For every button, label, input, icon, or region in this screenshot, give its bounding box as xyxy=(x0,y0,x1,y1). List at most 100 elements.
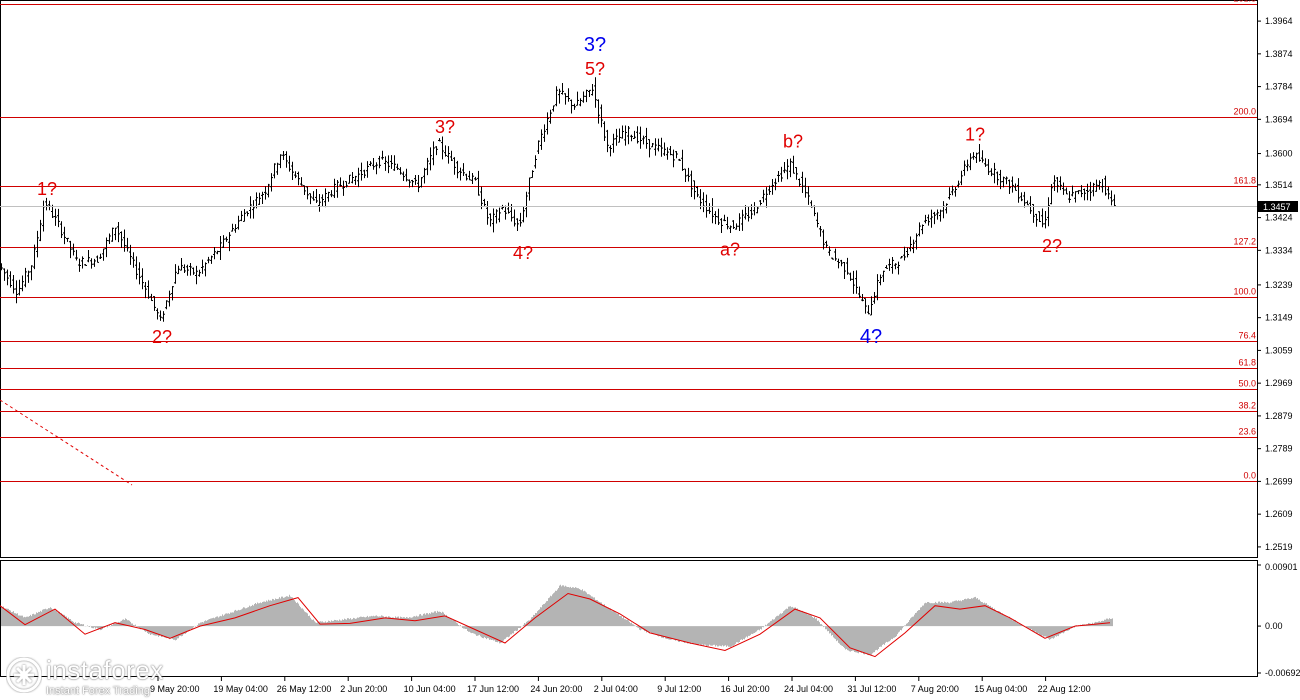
time-tick-label: 16 Jul 20:00 xyxy=(721,684,770,694)
ohlc-bar xyxy=(738,213,741,231)
ohlc-bar xyxy=(378,155,381,169)
ohlc-bar xyxy=(54,208,57,226)
ohlc-bar xyxy=(87,250,90,263)
ohlc-bar xyxy=(681,149,684,171)
indicator-panel-frame xyxy=(0,560,1258,677)
ohlc-bar xyxy=(711,198,714,224)
wave-label: b? xyxy=(783,132,803,152)
ohlc-bar xyxy=(861,294,864,302)
ohlc-bar xyxy=(726,216,729,230)
ohlc-bar xyxy=(1053,175,1056,192)
ohlc-bar xyxy=(624,125,627,146)
ohlc-bar xyxy=(636,126,639,144)
time-tick-label: 7 Aug 20:00 xyxy=(911,684,959,694)
ohlc-bar xyxy=(1011,176,1014,193)
ohlc-bar xyxy=(720,218,723,233)
ohlc-bar xyxy=(261,191,264,205)
time-tick-label: 2 Jul 04:00 xyxy=(594,684,638,694)
ohlc-bar xyxy=(219,236,222,260)
ohlc-bar xyxy=(546,112,549,135)
ohlc-bar xyxy=(627,125,630,145)
ohlc-bar xyxy=(456,160,459,179)
ohlc-bar xyxy=(831,257,834,260)
ohlc-bar xyxy=(1059,176,1062,191)
fib-level-label: 76.4 xyxy=(1238,331,1256,341)
ohlc-bar xyxy=(513,209,516,227)
price-tick-label: 1.3334 xyxy=(1265,245,1293,255)
ohlc-bar xyxy=(1008,179,1011,194)
ohlc-bar xyxy=(942,201,945,219)
ohlc-bar xyxy=(384,156,387,171)
ohlc-bar xyxy=(666,147,669,160)
ohlc-bar xyxy=(963,160,966,176)
ohlc-bar xyxy=(936,209,939,220)
price-tick-label: 1.2969 xyxy=(1265,378,1293,388)
ohlc-bar xyxy=(270,173,273,192)
ohlc-bar xyxy=(999,169,1002,190)
main-panel-frame xyxy=(0,0,1258,558)
ohlc-bar xyxy=(1089,181,1092,201)
ohlc-bar xyxy=(177,265,180,275)
price-tick-label: 1.3600 xyxy=(1265,149,1293,159)
ohlc-bar xyxy=(918,222,921,237)
ohlc-bar xyxy=(432,141,435,166)
ohlc-bar xyxy=(294,171,297,179)
ohlc-bar xyxy=(369,161,372,167)
ohlc-bar xyxy=(1080,185,1083,198)
ohlc-bar xyxy=(657,138,660,152)
ohlc-bar xyxy=(894,263,897,270)
ohlc-bar xyxy=(141,268,144,290)
ohlc-bar xyxy=(585,89,588,103)
ohlc-bar xyxy=(606,129,609,153)
ohlc-bar xyxy=(849,272,852,281)
ohlc-bar xyxy=(996,171,999,186)
ohlc-bar xyxy=(420,177,423,188)
ohlc-bar xyxy=(414,174,417,185)
indicator-signal-line xyxy=(0,592,1111,658)
ohlc-bar xyxy=(399,167,402,175)
ohlc-bar xyxy=(564,93,567,105)
ohlc-bar xyxy=(612,133,615,153)
ohlc-bar xyxy=(690,170,693,197)
ohlc-bar xyxy=(114,227,117,241)
ohlc-bar xyxy=(957,180,960,188)
ohlc-bar xyxy=(153,296,156,311)
ohlc-bar xyxy=(408,179,411,188)
fib-level-label: 200.0 xyxy=(1233,107,1256,117)
ohlc-bar xyxy=(516,218,519,231)
ohlc-bar xyxy=(453,157,456,175)
ohlc-bar xyxy=(318,193,321,212)
ohlc-bar xyxy=(468,170,471,181)
ohlc-bar xyxy=(507,202,510,214)
ohlc-bar xyxy=(42,200,45,232)
ohlc-bar xyxy=(792,155,795,174)
price-axis: 1.3964 1.3874 1.3784 1.3694 1.3600 1.3514 1.34… xyxy=(1257,16,1293,552)
price-tick-label: 1.2609 xyxy=(1265,509,1293,519)
ohlc-bar xyxy=(1104,175,1107,196)
ohlc-bar xyxy=(339,177,342,187)
ohlc-bar xyxy=(348,174,351,184)
fib-level-label: 0.0 xyxy=(1243,471,1256,481)
ohlc-bar xyxy=(552,105,555,112)
ohlc-bar xyxy=(1023,191,1026,208)
ohlc-bar xyxy=(72,243,75,256)
ohlc-bar xyxy=(99,253,102,259)
instaforex-logo: instaforex Instant Forex Trading xyxy=(6,655,166,697)
ohlc-bar xyxy=(393,155,396,171)
wave-labels: 1? 2? 3? 4? 5? 3? a? b? 4? 1? 2? xyxy=(37,34,1062,348)
ohlc-bar xyxy=(405,168,408,182)
ohlc-bar xyxy=(216,250,219,255)
ohlc-bar xyxy=(978,143,981,162)
ohlc-bar xyxy=(471,172,474,184)
ohlc-bar xyxy=(375,162,378,175)
wave-label: 3? xyxy=(584,34,606,56)
ohlc-bar xyxy=(906,247,909,258)
current-price-label: 1.3457 xyxy=(1263,202,1291,212)
ohlc-bar xyxy=(693,180,696,200)
ohlc-bar xyxy=(762,189,765,203)
ohlc-bar xyxy=(783,162,786,174)
price-tick-label: 1.3964 xyxy=(1265,16,1293,26)
ohlc-bar xyxy=(846,257,849,275)
ohlc-bar xyxy=(885,265,888,269)
ohlc-bar xyxy=(660,137,663,157)
